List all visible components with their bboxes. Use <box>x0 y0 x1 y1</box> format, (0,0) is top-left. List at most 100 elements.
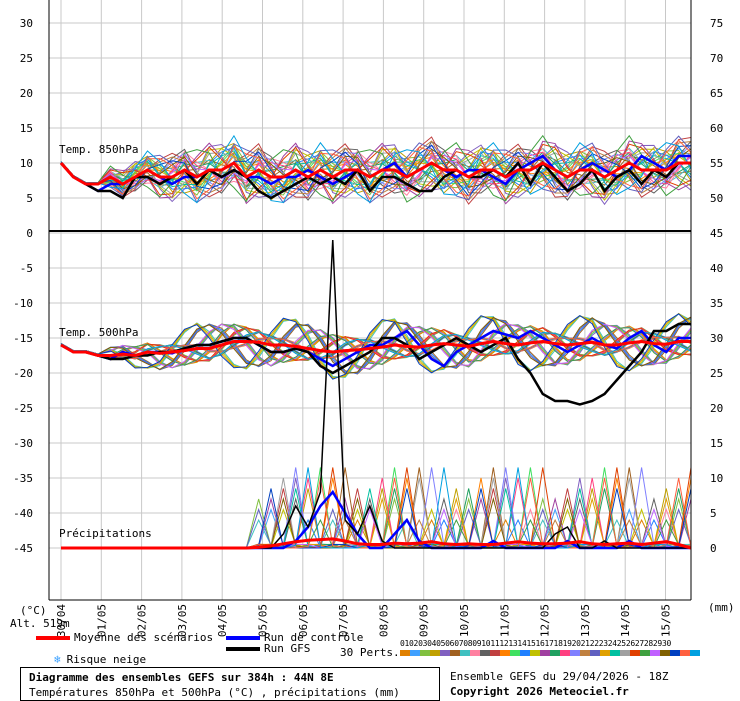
right-tick-label: 65 <box>710 87 723 100</box>
perturbation-swatch <box>410 650 420 656</box>
right-tick-label: 45 <box>710 227 723 240</box>
panel-label-t500: Temp. 500hPa <box>59 326 138 339</box>
perturbation-swatch <box>540 650 550 656</box>
left-tick-label: 25 <box>20 52 33 65</box>
perturbation-swatch <box>650 650 660 656</box>
perturbation-swatch <box>590 650 600 656</box>
legend-gfs-swatch <box>226 647 260 651</box>
footer-subtitle: Températures 850hPa et 500hPa (°C) , pré… <box>29 686 400 699</box>
chart-labels: 30/04 01/05 02/05 03/05 04/05 05/05 06/05 07/05… <box>13 17 723 637</box>
perturbation-swatch <box>660 650 670 656</box>
left-tick-label: 30 <box>20 17 33 30</box>
footer-run: Ensemble GEFS du 29/04/2026 - 18Z <box>450 670 669 683</box>
left-tick-label: 15 <box>20 122 33 135</box>
right-tick-label: 75 <box>710 17 723 30</box>
perturbation-swatch <box>600 650 610 656</box>
perturbation-t850-line <box>60 134 692 203</box>
perturbation-t850-line <box>60 135 692 204</box>
perturbation-swatch <box>430 650 440 656</box>
series-mean-t850 <box>59 161 691 186</box>
right-tick-label: 35 <box>710 297 723 310</box>
right-axis-unit: (mm) <box>708 601 735 614</box>
perturbation-t850-line <box>60 139 692 200</box>
altitude-label: Alt. 519m <box>10 617 70 630</box>
perturbation-swatch <box>580 650 590 656</box>
perturbation-swatch <box>420 650 430 656</box>
footer-title-box: Diagramme des ensembles GEFS sur 384h : … <box>20 667 440 701</box>
chart-axes <box>48 0 692 601</box>
right-tick-label: 20 <box>710 402 723 415</box>
legend-mean-swatch <box>36 636 70 640</box>
left-tick-label: -45 <box>13 542 33 555</box>
left-tick-label: -10 <box>13 297 33 310</box>
x-tick-label: 09/05 <box>418 604 431 637</box>
left-tick-label: -40 <box>13 507 33 520</box>
snowflake-icon: ❄ <box>54 653 61 666</box>
x-tick-label: 04/05 <box>216 604 229 637</box>
perturbation-t850-line <box>60 151 692 188</box>
x-tick-label: 03/05 <box>176 604 189 637</box>
left-tick-label: 0 <box>26 227 33 240</box>
x-tick-label: 05/05 <box>257 604 270 637</box>
legend-mean: Moyenne des scénarios <box>36 631 213 644</box>
right-tick-label: 55 <box>710 157 723 170</box>
right-tick-label: 10 <box>710 472 723 485</box>
right-tick-label: 15 <box>710 437 723 450</box>
series-mean-t500 <box>60 339 691 358</box>
left-tick-label: -35 <box>13 472 33 485</box>
right-tick-label: 60 <box>710 122 723 135</box>
footer-copyright: Copyright 2026 Meteociel.fr <box>450 685 629 698</box>
x-tick-label: 10/05 <box>458 604 471 637</box>
left-tick-label: -25 <box>13 402 33 415</box>
perturbation-swatch <box>680 650 690 656</box>
perturbation-swatch <box>440 650 450 656</box>
perturbation-swatch <box>510 650 520 656</box>
perturbation-t850-line <box>60 134 692 204</box>
x-tick-label: 13/05 <box>579 604 592 637</box>
perturbation-t500-line <box>60 326 692 362</box>
perturbation-swatch <box>690 650 700 656</box>
x-tick-label: 01/05 <box>95 604 108 637</box>
perturbation-swatch <box>520 650 530 656</box>
perturbation-swatches <box>400 650 700 656</box>
perturbation-swatch <box>620 650 630 656</box>
right-tick-label: 40 <box>710 262 723 275</box>
left-tick-label: -20 <box>13 367 33 380</box>
perturbation-swatch <box>550 650 560 656</box>
x-tick-label: 30/04 <box>55 604 68 637</box>
x-tick-label: 14/05 <box>619 604 632 637</box>
legend-control-swatch <box>226 636 260 640</box>
left-tick-label: 20 <box>20 87 33 100</box>
legend-snow-label: Risque neige <box>66 653 147 666</box>
perturbation-t850-line <box>60 140 692 205</box>
right-tick-label: 70 <box>710 52 723 65</box>
perturbation-swatch <box>460 650 470 656</box>
left-tick-label: -30 <box>13 437 33 450</box>
x-tick-label: 06/05 <box>297 604 310 637</box>
perturbation-t500-line <box>60 323 692 366</box>
perturbation-swatch <box>500 650 510 656</box>
perturbation-t500-line <box>60 312 692 380</box>
panel-label-precip: Précipitations <box>59 527 152 540</box>
legend-snow: ❄ Risque neige <box>54 653 146 666</box>
perturbation-swatch <box>530 650 540 656</box>
perturbation-swatch <box>450 650 460 656</box>
left-tick-label: 5 <box>26 192 33 205</box>
x-tick-label: 02/05 <box>136 604 149 637</box>
x-tick-label: 15/05 <box>660 604 673 637</box>
right-tick-label: 25 <box>710 367 723 380</box>
x-tick-label: 12/05 <box>539 604 552 637</box>
perturbation-swatch <box>570 650 580 656</box>
perturbation-t500-line <box>60 316 692 375</box>
right-tick-label: 0 <box>710 542 717 555</box>
perturbation-swatch <box>630 650 640 656</box>
right-tick-label: 30 <box>710 332 723 345</box>
legend-gfs-label: Run GFS <box>264 642 311 655</box>
series-layer <box>59 134 692 550</box>
perturbation-t850-line <box>60 143 692 201</box>
legend-mean-label: Moyenne des scénarios <box>74 631 214 644</box>
panel-label-t850: Temp. 850hPa <box>59 143 138 156</box>
chart-grid <box>49 0 691 600</box>
perturbation-swatch <box>610 650 620 656</box>
